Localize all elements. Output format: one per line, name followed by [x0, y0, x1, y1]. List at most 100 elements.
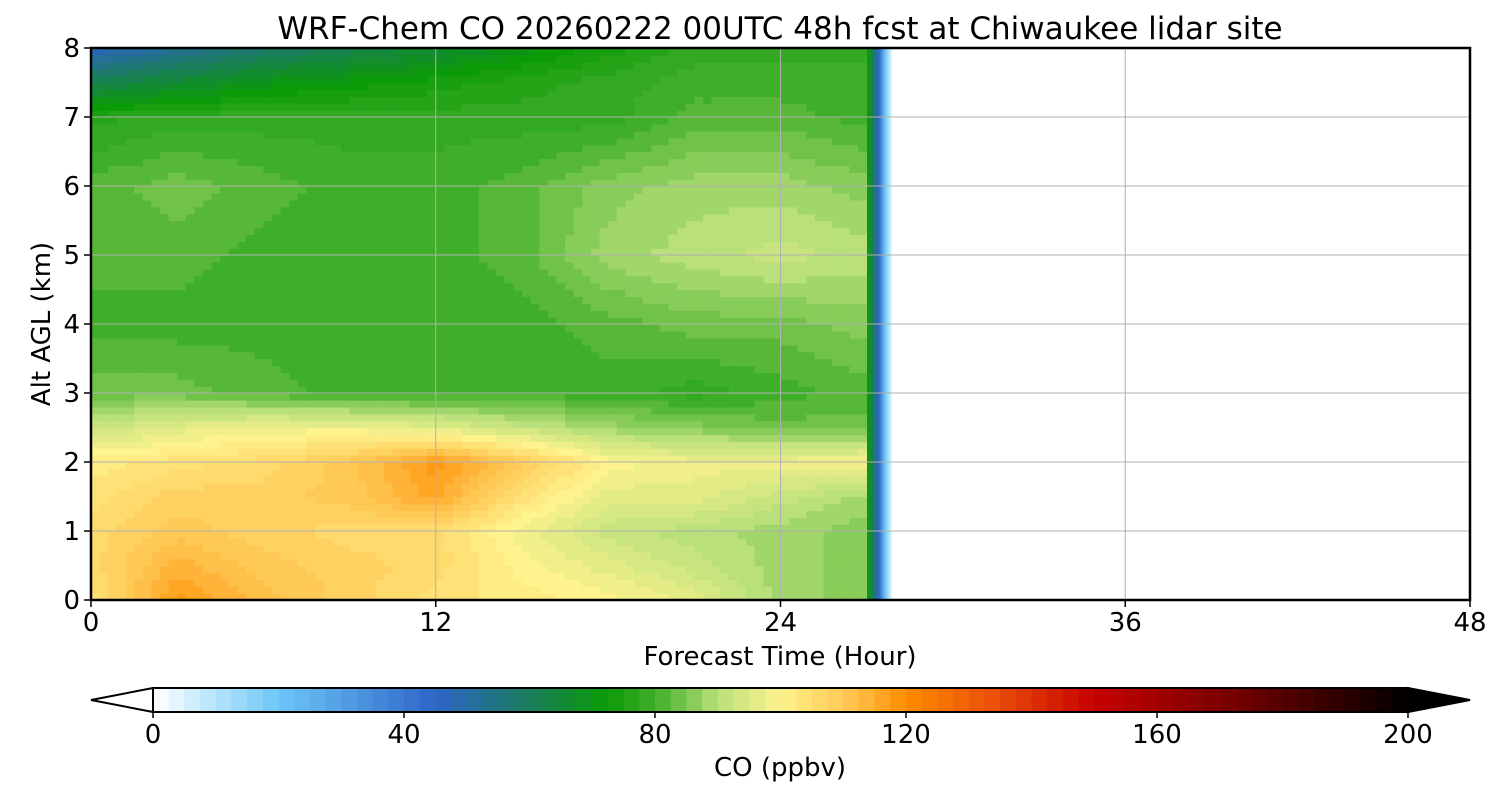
heatmap-cell [409, 441, 420, 449]
heatmap-cell [349, 310, 359, 318]
heatmap-cell [513, 303, 523, 311]
heatmap-cell [168, 351, 178, 360]
heatmap-cell [91, 393, 101, 401]
heatmap-cell [254, 172, 265, 180]
heatmap-cell [220, 565, 230, 574]
heatmap-cell [392, 586, 402, 594]
heatmap-cell [573, 572, 583, 580]
heatmap-cell [332, 420, 342, 429]
heatmap-cell [289, 351, 299, 360]
heatmap-cell [177, 303, 187, 311]
heatmap-cell [590, 268, 601, 277]
heatmap-cell [418, 544, 428, 553]
heatmap-cell [271, 399, 282, 408]
heatmap-cell [496, 503, 506, 511]
heatmap-cell [625, 434, 635, 442]
heatmap-cell [211, 482, 221, 491]
heatmap-cell [142, 531, 153, 539]
heatmap-cell [263, 213, 273, 222]
heatmap-cell [228, 123, 239, 132]
heatmap-cell [608, 117, 618, 125]
heatmap-cell [323, 496, 334, 505]
heatmap-cell [452, 434, 463, 442]
heatmap-cell [444, 234, 454, 242]
heatmap-cell [565, 531, 575, 539]
heatmap-cell [125, 165, 135, 173]
heatmap-cell [616, 268, 627, 277]
heatmap-cell [254, 123, 265, 132]
heatmap-cell [496, 89, 506, 97]
heatmap-cell [444, 186, 454, 194]
heatmap-cell [504, 123, 515, 132]
heatmap-cell [513, 248, 523, 256]
heatmap-cell [461, 199, 471, 208]
heatmap-cell [349, 165, 359, 173]
heatmap-cell [168, 144, 178, 153]
heatmap-cell [289, 172, 299, 180]
heatmap-cell [323, 282, 334, 291]
heatmap-cell [556, 462, 566, 470]
heatmap-cell [315, 75, 325, 84]
chart-title: WRF-Chem CO 20260222 00UTC 48h fcst at C… [277, 11, 1282, 47]
heatmap-cell [151, 344, 161, 353]
heatmap-cell [608, 130, 618, 139]
heatmap-cell [444, 372, 454, 380]
heatmap-cell [539, 144, 549, 153]
heatmap-cell [125, 296, 135, 304]
heatmap-cell [99, 330, 109, 339]
heatmap-cell [478, 531, 489, 539]
heatmap-cell [521, 303, 532, 311]
heatmap-cell [203, 337, 213, 346]
heatmap-cell [444, 248, 454, 256]
heatmap-cell [134, 192, 144, 201]
heatmap-cell [582, 399, 592, 408]
heatmap-cell [91, 268, 101, 277]
heatmap-cell [254, 54, 265, 63]
heatmap-cell [315, 172, 325, 180]
heatmap-cell [556, 172, 566, 180]
heatmap-cell [444, 296, 454, 304]
heatmap-cell [401, 227, 411, 235]
heatmap-cell [366, 448, 377, 456]
heatmap-cell [556, 192, 566, 201]
heatmap-cell [159, 351, 170, 360]
heatmap-cell [401, 393, 411, 401]
heatmap-cell [211, 275, 221, 284]
heatmap-cell [590, 137, 601, 146]
heatmap-cell [220, 317, 230, 325]
heatmap-cell [91, 324, 101, 332]
heatmap-cell [254, 372, 265, 380]
heatmap-cell [228, 579, 239, 587]
heatmap-cell [573, 172, 583, 180]
heatmap-cell [470, 261, 480, 270]
heatmap-cell [340, 89, 351, 97]
heatmap-cell [228, 393, 239, 401]
heatmap-cell [461, 206, 471, 215]
heatmap-cell [599, 324, 609, 332]
heatmap-cell [418, 531, 428, 539]
heatmap-cell [547, 351, 558, 360]
heatmap-cell [228, 48, 239, 56]
heatmap-cell [392, 420, 402, 429]
heatmap-cell [142, 399, 153, 408]
heatmap-cell [384, 303, 394, 311]
heatmap-cell [134, 551, 144, 560]
heatmap-cell [332, 179, 342, 187]
heatmap-cell [427, 151, 437, 160]
heatmap-cell [134, 475, 144, 484]
heatmap-cell [565, 517, 575, 525]
heatmap-cell [349, 330, 359, 339]
heatmap-cell [349, 551, 359, 560]
heatmap-cell [177, 130, 187, 139]
heatmap-cell [211, 448, 221, 456]
heatmap-cell [315, 544, 325, 553]
heatmap-cell [461, 137, 471, 146]
heatmap-cell [116, 462, 127, 470]
heatmap-cell [349, 420, 359, 429]
heatmap-cell [211, 565, 221, 574]
heatmap-cell [297, 434, 308, 442]
heatmap-cell [91, 54, 101, 63]
heatmap-cell [177, 75, 187, 84]
heatmap-cell [444, 48, 454, 56]
heatmap-cell [323, 234, 334, 242]
